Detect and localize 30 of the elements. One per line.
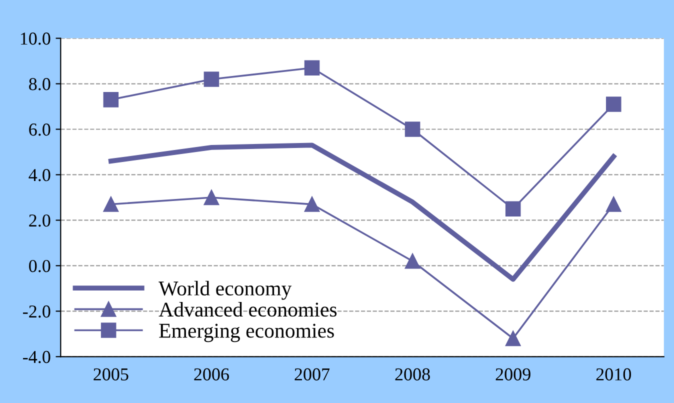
y-tick-label: 8.0 (29, 78, 50, 90)
y-tick-label: 10.0 (20, 32, 50, 45)
point (505, 201, 521, 216)
y-tick-label: -4.0 (23, 350, 50, 364)
point (404, 254, 420, 269)
x-tick-label: 2005 (94, 368, 128, 380)
point (204, 190, 220, 206)
point (304, 60, 320, 76)
line-series (108, 142, 616, 282)
point (304, 196, 320, 212)
y-tick-label: 2.0 (29, 214, 50, 227)
point (103, 92, 119, 108)
y-tick-label: 0.0 (29, 260, 50, 272)
point (606, 96, 622, 112)
y-tick-label: -2.0 (23, 305, 50, 318)
x-tick-label: 2006 (194, 368, 229, 380)
point (103, 196, 119, 212)
y-tick-label: 6.0 (29, 124, 50, 136)
legend-label: Emerging economies (159, 324, 334, 342)
legend-label: World economy (158, 280, 292, 300)
point (404, 122, 420, 137)
y-tick-label: 4.0 (28, 168, 50, 182)
point (204, 72, 220, 87)
x-tick-label: 2008 (395, 368, 430, 380)
x-tick-label: 2007 (294, 368, 330, 380)
point (606, 196, 622, 212)
x-tick-label: 2010 (596, 368, 631, 380)
point (505, 330, 521, 346)
x-tick-label: 2009 (496, 368, 530, 380)
legend-label: Advanced economies (158, 302, 337, 317)
